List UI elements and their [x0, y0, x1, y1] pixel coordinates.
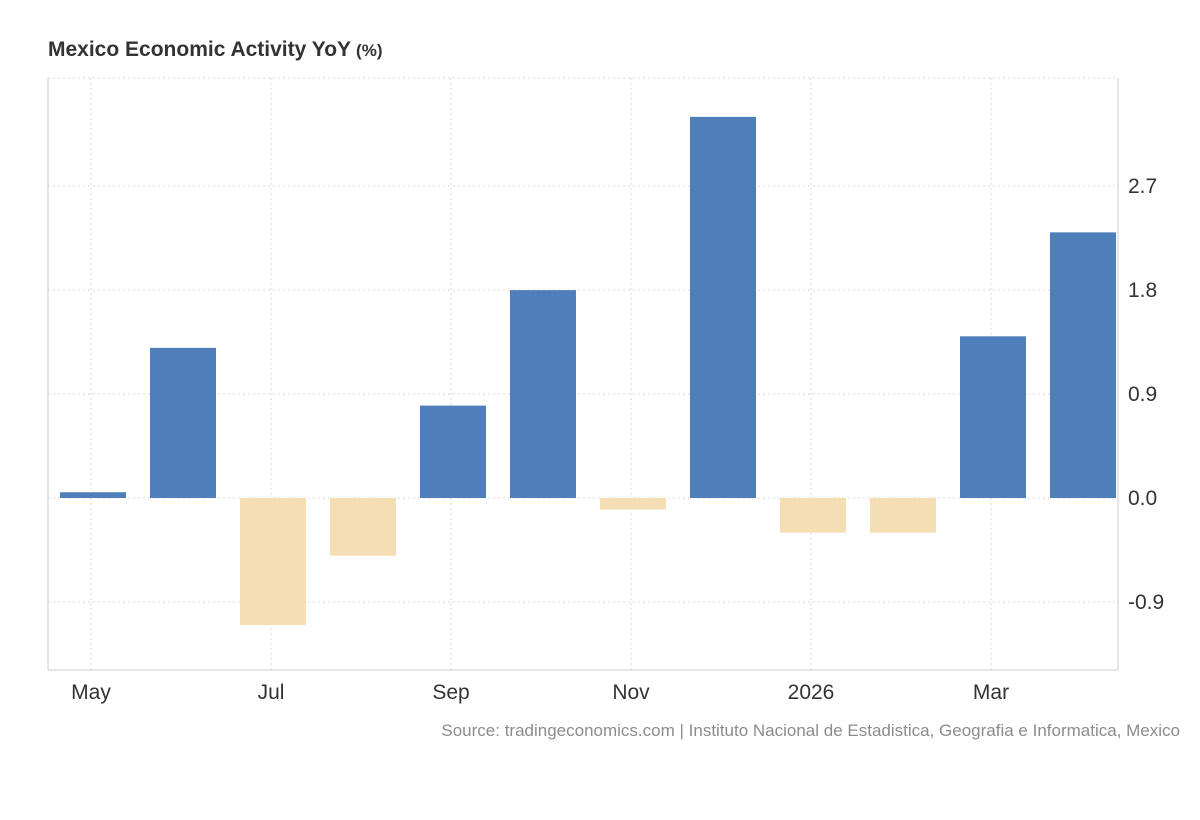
bar-negative: [240, 498, 306, 626]
tick-labels: -0.9 0.0 0.9 1.8 2.7 May Jul Sep Nov 2026 Mar: [71, 175, 1164, 704]
x-tick-label: Mar: [973, 681, 1009, 704]
bar-positive: [60, 492, 126, 498]
bar-positive: [150, 347, 216, 498]
chart-title-container: Mexico Economic Activity YoY (%): [48, 38, 383, 62]
bar-positive: [510, 290, 576, 498]
bars: [60, 116, 1116, 626]
x-tick-label: Sep: [432, 681, 469, 704]
gridlines: [48, 77, 1118, 670]
x-tick-label: May: [71, 681, 111, 704]
x-tick-label: Jul: [258, 681, 285, 704]
bar-negative: [780, 498, 846, 533]
y-tick-label: 2.7: [1128, 175, 1157, 198]
bar-positive: [420, 405, 486, 498]
axes: [47, 78, 1119, 671]
y-tick-label: -0.9: [1128, 591, 1164, 614]
bar-negative: [870, 498, 936, 533]
x-tick-label: Nov: [612, 681, 650, 704]
chart-unit: (%): [356, 41, 383, 60]
chart-title: Mexico Economic Activity YoY: [48, 38, 352, 61]
bar-positive: [1050, 232, 1116, 498]
source-note: Source: tradingeconomics.com | Instituto…: [441, 721, 1180, 740]
bar-positive: [960, 336, 1026, 498]
bar-negative: [330, 498, 396, 556]
y-tick-label: 1.8: [1128, 279, 1157, 302]
y-tick-label: 0.0: [1128, 487, 1157, 510]
bar-negative: [600, 498, 666, 510]
x-tick-label: 2026: [788, 681, 835, 704]
bar-positive: [690, 116, 756, 498]
y-tick-label: 0.9: [1128, 383, 1157, 406]
